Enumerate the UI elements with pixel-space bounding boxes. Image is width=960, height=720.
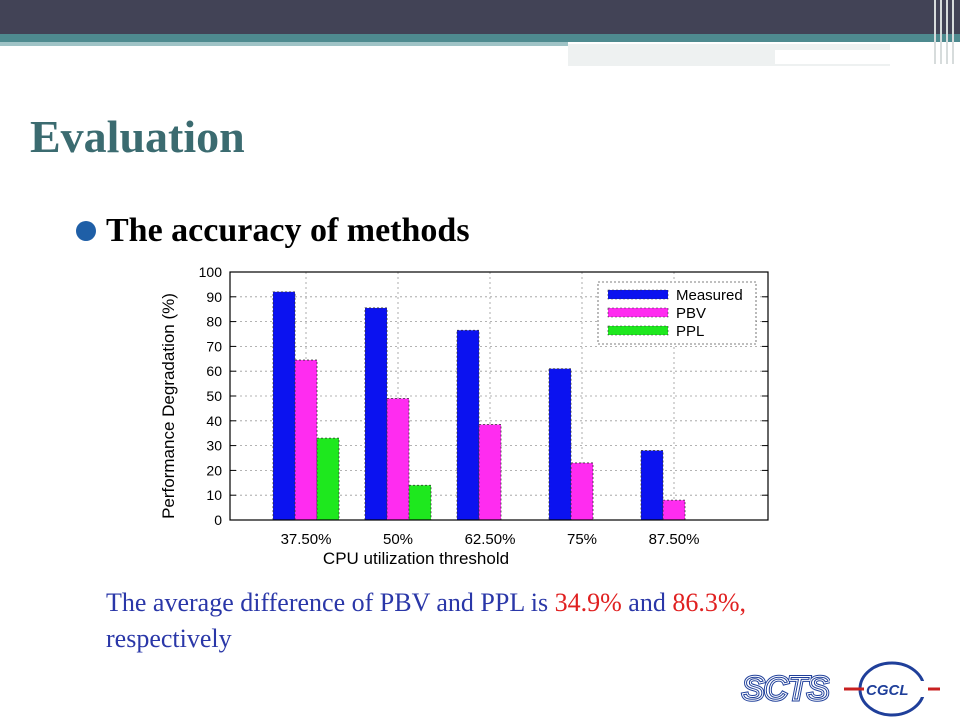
caption-text: The average difference of PBV and PPL is… [106,585,926,657]
legend-swatch-ppl [607,325,669,336]
bar-measured-1 [364,307,388,521]
y-tick-label: 90 [206,289,222,305]
legend-label-measured: Measured [676,287,743,304]
bar-pbv-3 [570,462,594,521]
top-accent-box-inner [775,50,890,64]
bar-measured-0 [272,291,296,521]
bar-chart-svg: 0 10 20 30 40 50 60 70 80 90 100 37.50% 50% 62.50% 75%… [159,264,769,568]
plot-frame [229,271,769,521]
svg-text:SCTS: SCTS [742,670,830,708]
y-tick-label: 0 [214,512,222,528]
svg-text:SCTS: SCTS [742,670,830,708]
bullet-text: The accuracy of methods [106,212,470,249]
bullet-item: The accuracy of methods [76,212,470,250]
y-tick-label: 60 [206,363,222,379]
scts-logo: SCTS SCTS [741,669,831,709]
bullet-dot-icon [76,221,96,241]
cgcl-logo: CGCL [844,661,940,717]
y-tick-label: 20 [206,462,222,478]
x-tick-label: 50% [383,531,413,548]
bar-ppl-0 [316,437,340,521]
svg-text:CGCL: CGCL [866,682,909,699]
caption-part2: and [621,588,673,617]
legend-label-pbv: PBV [676,305,706,322]
y-tick-label: 70 [206,338,222,354]
x-tick-label: 75% [567,531,597,548]
y-tick-label: 30 [206,438,222,454]
y-tick-label: 40 [206,413,222,429]
bar-chart: 0 10 20 30 40 50 60 70 80 90 100 37.50% 50% 62.50% 75%… [150,248,790,578]
x-tick-label: 87.50% [649,531,700,548]
bar-measured-3 [548,368,572,521]
caption-value1: 34.9% [554,588,622,617]
bar-pbv-1 [386,398,410,521]
caption-value2: 86.3%, [672,588,747,617]
bar-pbv-4 [662,499,686,521]
legend-swatch-pbv [607,307,669,318]
bar-measured-4 [640,450,664,521]
y-axis-label: Performance Degradation (%) [159,293,178,519]
y-tick-label: 80 [206,314,222,330]
bar-ppl-1 [408,484,432,521]
y-tick-label: 10 [206,487,222,503]
x-tick-label: 37.50% [281,531,332,548]
bar-measured-2 [456,329,480,521]
bar-pbv-2 [478,424,502,521]
x-axis-label: CPU utilization threshold [323,549,509,568]
caption-part3: respectively [106,624,232,653]
y-tick-label: 100 [199,264,223,280]
legend-label-ppl: PPL [676,323,704,340]
corner-decoration [928,0,960,64]
top-stripe [0,34,960,42]
legend-swatch-measured [607,289,669,300]
slide-title: Evaluation [30,111,245,162]
bar-pbv-0 [294,359,318,521]
top-accent-line [0,42,570,46]
top-bar [0,0,960,34]
x-tick-label: 62.50% [465,531,516,548]
caption-part1: The average difference of PBV and PPL is [106,588,555,617]
y-tick-label: 50 [206,388,222,404]
